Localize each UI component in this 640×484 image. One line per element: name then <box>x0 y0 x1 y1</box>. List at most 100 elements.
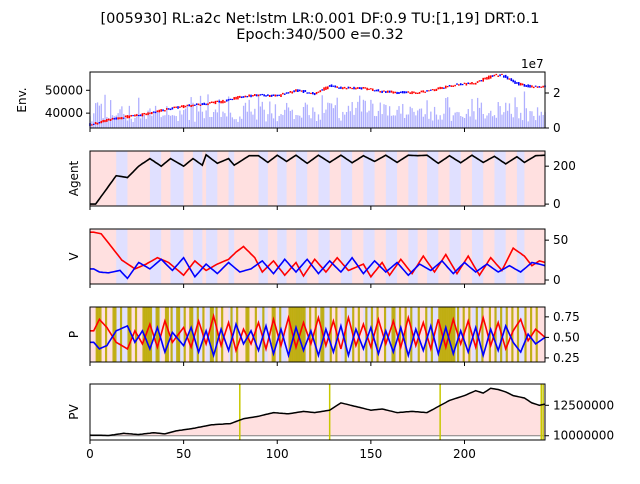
action-band <box>372 229 375 284</box>
action-band <box>520 229 523 284</box>
action-band <box>237 307 241 362</box>
action-band <box>103 151 106 206</box>
action-band <box>380 229 383 284</box>
action-band <box>408 229 411 284</box>
action-band <box>471 229 475 284</box>
exploration-band <box>183 307 186 362</box>
action-band <box>288 229 291 284</box>
action-band <box>419 151 422 206</box>
action-band <box>254 151 257 206</box>
action-band <box>221 151 224 206</box>
volume-bar <box>497 102 499 128</box>
action-band <box>477 151 480 206</box>
action-band <box>456 151 460 206</box>
action-band <box>125 151 128 206</box>
action-band <box>277 151 280 206</box>
action-band <box>273 151 276 206</box>
action-band <box>249 229 252 284</box>
panel-frame <box>89 150 546 207</box>
action-band <box>256 307 259 362</box>
action-band <box>179 307 183 362</box>
exploration-band <box>481 307 484 362</box>
action-band <box>239 151 242 206</box>
action-band <box>539 307 542 362</box>
action-band <box>406 307 409 362</box>
action-band <box>526 229 529 284</box>
action-band <box>505 151 508 206</box>
action-band <box>543 151 546 206</box>
volume-bar <box>462 116 464 128</box>
volume-bar <box>518 118 520 128</box>
action-band <box>438 151 441 206</box>
volume-bar <box>512 117 514 128</box>
action-band <box>271 151 274 206</box>
figure-title-line1: [005930] RL:a2c Net:lstm LR:0.001 DF:0.9… <box>101 11 540 27</box>
volume-bar <box>203 118 205 128</box>
volume-bar <box>336 97 338 128</box>
volume-bar <box>276 121 278 128</box>
volume-bar <box>265 121 267 128</box>
y-tick-label: 0 <box>553 273 561 287</box>
action-band <box>464 307 467 362</box>
volume-bar <box>441 119 443 128</box>
action-band <box>490 229 493 284</box>
action-band <box>494 151 497 206</box>
volume-bar <box>353 114 355 128</box>
action-band <box>226 229 229 284</box>
panel-agent: 0 200 Agent <box>67 150 576 211</box>
action-band <box>479 307 482 362</box>
volume-bar <box>484 118 486 128</box>
action-band <box>443 151 447 206</box>
action-band <box>106 229 110 284</box>
y-tick-label: 200 <box>553 159 576 173</box>
action-band <box>398 151 402 206</box>
action-band <box>511 229 514 284</box>
action-band <box>430 229 433 284</box>
volume-bar <box>473 111 475 128</box>
action-band <box>267 229 271 284</box>
volume-bar <box>100 103 102 128</box>
action-band <box>348 151 351 206</box>
volume-bar <box>250 111 252 128</box>
volume-bar <box>115 115 117 128</box>
action-band <box>466 307 469 362</box>
volume-bar <box>143 115 146 128</box>
volume-bar <box>205 110 207 128</box>
action-band <box>410 151 413 206</box>
exploration-band <box>279 307 282 362</box>
action-band <box>485 307 488 362</box>
action-band <box>402 151 405 206</box>
action-band <box>333 307 336 362</box>
action-band <box>425 229 428 284</box>
action-band <box>275 229 278 284</box>
action-band <box>207 229 211 284</box>
volume-bar <box>345 111 348 128</box>
volume-bar <box>516 107 518 128</box>
exploration-band <box>114 307 117 362</box>
volume-bar <box>525 108 527 128</box>
volume-bar <box>136 113 138 128</box>
action-band <box>91 229 95 284</box>
volume-bar <box>194 121 196 128</box>
action-band <box>206 151 209 206</box>
action-band <box>395 229 398 284</box>
action-band <box>485 229 488 284</box>
action-band <box>275 307 278 362</box>
volume-bar <box>171 115 174 128</box>
volume-bar <box>302 106 305 128</box>
action-band <box>260 151 263 206</box>
action-band <box>503 307 506 362</box>
y-tick-label: 0.50 <box>553 330 580 344</box>
volume-bar <box>300 117 303 128</box>
volume-bar <box>162 115 164 128</box>
volume-bar <box>375 116 378 128</box>
volume-bar <box>295 114 297 128</box>
exploration-band <box>404 307 407 362</box>
action-band <box>236 229 239 284</box>
exploration-band <box>95 307 98 362</box>
volume-bar <box>323 112 325 128</box>
action-band <box>209 151 213 206</box>
action-band <box>217 229 220 284</box>
action-band <box>91 307 95 362</box>
action-band <box>530 151 533 206</box>
